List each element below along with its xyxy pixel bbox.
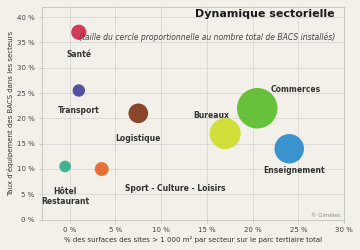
Y-axis label: Taux d’équipement des BACS dans les secteurs: Taux d’équipement des BACS dans les sect… — [7, 31, 14, 196]
Point — [254, 106, 260, 110]
Text: Transport: Transport — [58, 106, 100, 115]
Text: Sport - Culture - Loisirs: Sport - Culture - Loisirs — [125, 184, 225, 193]
Point — [62, 164, 68, 168]
Point — [222, 132, 228, 136]
Point — [286, 147, 292, 151]
Text: © Gimélec: © Gimélec — [311, 212, 341, 218]
Text: Hôtel
Restaurant: Hôtel Restaurant — [41, 187, 89, 206]
X-axis label: % des surfaces des sites > 1 000 m² par secteur sur le parc tertiaire total: % des surfaces des sites > 1 000 m² par … — [64, 236, 322, 243]
Text: Logistique: Logistique — [116, 134, 161, 142]
Text: Commerces: Commerces — [271, 86, 321, 94]
Text: Enseignement: Enseignement — [263, 166, 325, 175]
Point — [76, 88, 82, 92]
Text: Dynamique sectorielle: Dynamique sectorielle — [195, 9, 335, 19]
Point — [135, 111, 141, 115]
Text: Bureaux: Bureaux — [194, 111, 229, 120]
Point — [99, 167, 104, 171]
Point — [76, 30, 82, 34]
Text: Santé: Santé — [66, 50, 91, 59]
Text: (taille du cercle proportionnelle au nombre total de BACS installés): (taille du cercle proportionnelle au nom… — [79, 32, 335, 42]
